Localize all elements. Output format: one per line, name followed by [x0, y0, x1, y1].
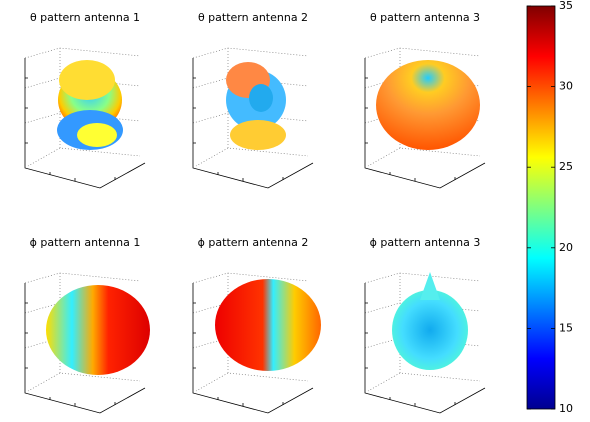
surface [376, 60, 480, 150]
surface [46, 285, 150, 375]
surface [59, 60, 115, 100]
colorbar-tick-label: 25 [559, 160, 573, 173]
colorbar-tick-label: 35 [559, 0, 573, 12]
subplot-title: θ pattern antenna 3 [370, 11, 480, 24]
surface [77, 123, 117, 147]
subplot-title: θ pattern antenna 2 [198, 11, 308, 24]
colorbar-tick-label: 20 [559, 241, 573, 254]
colorbar-tick-label: 10 [559, 402, 573, 415]
figure: θ pattern antenna 1 θ pattern antenna 2 θ … [0, 0, 590, 422]
colorbar-tick-label: 15 [559, 321, 573, 334]
surface [420, 272, 440, 300]
subplot-title: ϕ pattern antenna 3 [370, 236, 481, 249]
surface [215, 279, 321, 371]
subplot-title: θ pattern antenna 1 [30, 11, 140, 24]
colorbar [527, 6, 555, 409]
surface [392, 290, 468, 370]
surface [230, 120, 286, 150]
colorbar-tick-label: 30 [559, 80, 573, 93]
subplot-title: ϕ pattern antenna 2 [198, 236, 309, 249]
surface [249, 84, 273, 112]
subplot-title: ϕ pattern antenna 1 [30, 236, 141, 249]
